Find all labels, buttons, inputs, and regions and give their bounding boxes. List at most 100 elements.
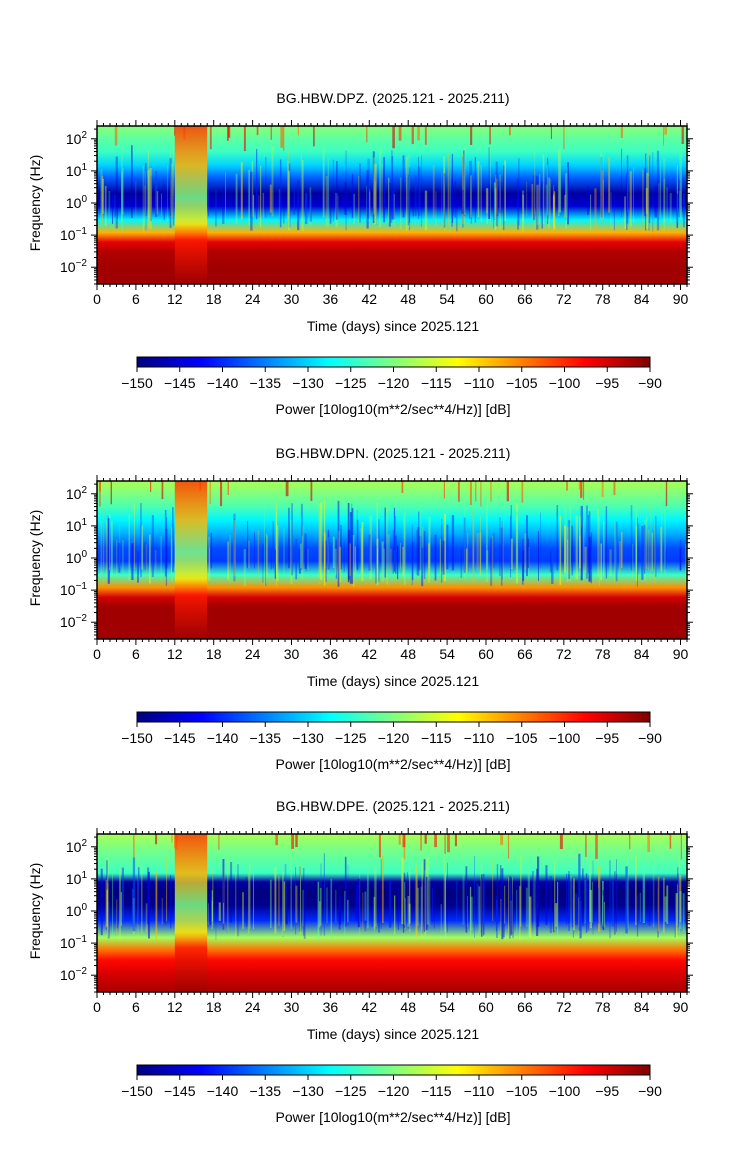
x-tick-label: 12	[167, 291, 183, 307]
spectrogram-streak	[565, 184, 567, 221]
spectrogram-streak	[470, 160, 472, 224]
spectrogram-streak	[373, 896, 376, 929]
spectrogram-streak	[275, 501, 277, 578]
spectrogram-streak	[171, 527, 173, 582]
spectrogram-streak	[431, 887, 433, 922]
spectrogram-streak	[212, 873, 214, 928]
spectrogram-streak	[584, 880, 587, 924]
spectrogram-spike	[585, 834, 587, 857]
spectrogram-streak	[470, 896, 473, 931]
spectrogram-spike	[578, 481, 581, 490]
x-tick-label: 60	[478, 646, 494, 662]
spectrogram-streak	[262, 192, 265, 219]
spectrogram-streak	[602, 179, 604, 220]
spectrogram-streak	[664, 896, 667, 922]
spectrogram-streak	[491, 535, 494, 578]
spectrogram-streak	[679, 548, 682, 570]
spectrogram-streak	[425, 876, 428, 930]
spectrogram-spike	[424, 834, 427, 844]
spectrogram-streak	[501, 868, 504, 940]
spectrogram-streak	[389, 194, 391, 227]
spectrogram-streak	[599, 517, 600, 587]
spectrogram-spike	[209, 481, 212, 505]
spectrogram-streak	[119, 524, 121, 568]
spectrogram-streak	[463, 517, 466, 573]
spectrogram-streak	[120, 892, 122, 926]
spectrogram-streak	[155, 170, 158, 217]
spectrogram-streak	[284, 864, 287, 922]
spectrogram-streak	[579, 535, 581, 576]
x-tick-label: 12	[167, 999, 183, 1015]
spectrogram-streak	[625, 866, 628, 934]
spectrogram-streak	[570, 876, 573, 933]
colorbar-tick-label: −125	[335, 1083, 367, 1099]
spectrogram-streak	[349, 512, 352, 584]
spectrogram-spike	[378, 834, 381, 858]
spectrogram-streak	[160, 536, 162, 581]
y-tick-label: 10−2	[60, 613, 87, 630]
spectrogram-streak	[534, 171, 536, 215]
spectrogram-streak	[598, 865, 601, 932]
panel-3-colorbar-label: Power [10log10(m**2/sec**4/Hz)] [dB]	[276, 1109, 511, 1125]
colorbar-tick-label: −140	[207, 375, 239, 391]
spectrogram-streak	[554, 860, 556, 932]
spectrogram-streak	[107, 883, 109, 936]
spectrogram-streak	[327, 158, 329, 227]
spectrogram-streak	[215, 893, 217, 940]
spectrogram-streak	[107, 888, 108, 938]
spectrogram-streak	[347, 899, 349, 923]
spectrogram-streak	[446, 524, 449, 570]
spectrogram-streak	[287, 150, 289, 220]
spectrogram-spike	[443, 481, 445, 499]
spectrogram-streak	[107, 902, 110, 939]
spectrogram-streak	[424, 190, 428, 231]
colorbar-tick-label: −120	[378, 375, 410, 391]
spectrogram-streak	[652, 853, 655, 928]
panel-3-xlabel: Time (days) since 2025.121	[307, 1026, 479, 1042]
spectrogram-streak	[170, 539, 173, 574]
x-tick-label: 54	[439, 999, 455, 1015]
spectrogram-streak	[106, 889, 108, 927]
spectrogram-streak	[540, 512, 541, 569]
spectrogram-streak	[344, 890, 346, 938]
spectrogram-streak	[397, 888, 399, 930]
spectrogram-streak	[290, 853, 292, 929]
spectrogram-streak	[372, 157, 376, 215]
spectrogram-streak	[402, 546, 404, 577]
colorbar-tick-label: −95	[595, 375, 619, 391]
x-tick-label: 84	[634, 646, 650, 662]
spectrogram-streak	[488, 147, 490, 218]
spectrogram-streak	[533, 873, 536, 939]
x-tick-label: 24	[245, 646, 261, 662]
spectrogram-spike	[313, 126, 315, 147]
spectrogram-streak	[635, 504, 638, 573]
spectrogram-streak	[409, 190, 411, 223]
spectrogram-streak	[621, 148, 622, 217]
spectrogram-streak	[626, 155, 629, 224]
spectrogram-streak	[536, 184, 539, 225]
spectrogram-streak	[594, 188, 597, 230]
spectrogram-streak	[515, 502, 519, 584]
spectrogram-streak	[655, 516, 657, 577]
spectrogram-streak	[499, 517, 501, 577]
spectrogram-streak	[117, 193, 118, 219]
spectrogram-streak	[638, 523, 640, 575]
x-tick-label: 0	[93, 999, 101, 1015]
spectrogram-streak	[145, 903, 148, 933]
spectrogram-streak	[137, 857, 139, 940]
spectrogram-streak	[297, 180, 300, 231]
spectrogram-streak	[467, 533, 469, 572]
spectrogram-streak	[304, 533, 307, 569]
spectrogram-streak	[483, 873, 485, 935]
spectrogram-streak	[447, 862, 448, 933]
spectrogram-streak	[419, 505, 422, 576]
spectrogram-streak	[563, 194, 566, 218]
spectrogram-streak	[531, 871, 535, 922]
spectrogram-streak	[454, 181, 456, 218]
spectrogram-streak	[418, 156, 419, 220]
spectrogram-streak	[527, 538, 529, 568]
colorbar-ramp	[136, 711, 651, 723]
spectrogram-spike	[506, 481, 509, 502]
spectrogram-streak	[264, 507, 265, 586]
spectrogram-streak	[636, 517, 638, 587]
